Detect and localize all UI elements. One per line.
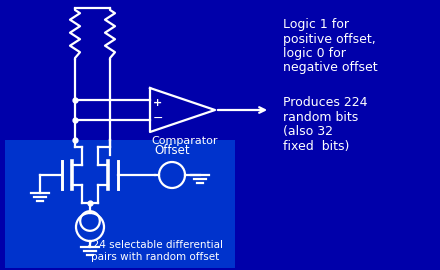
Text: fixed  bits): fixed bits) bbox=[283, 140, 349, 153]
Text: 224 selectable differential
pairs with random offset: 224 selectable differential pairs with r… bbox=[87, 240, 224, 262]
Text: negative offset: negative offset bbox=[283, 62, 378, 75]
Text: (also 32: (also 32 bbox=[283, 126, 333, 139]
Text: Logic 1 for: Logic 1 for bbox=[283, 18, 349, 31]
Text: positive offset,: positive offset, bbox=[283, 32, 376, 46]
Text: Offset: Offset bbox=[154, 144, 190, 157]
Text: Produces 224: Produces 224 bbox=[283, 96, 367, 110]
Text: −: − bbox=[153, 112, 163, 124]
Text: +: + bbox=[154, 98, 163, 108]
Text: Comparator: Comparator bbox=[152, 136, 218, 146]
Text: random bits: random bits bbox=[283, 111, 358, 124]
Bar bbox=[5, 140, 235, 268]
Text: logic 0 for: logic 0 for bbox=[283, 47, 346, 60]
